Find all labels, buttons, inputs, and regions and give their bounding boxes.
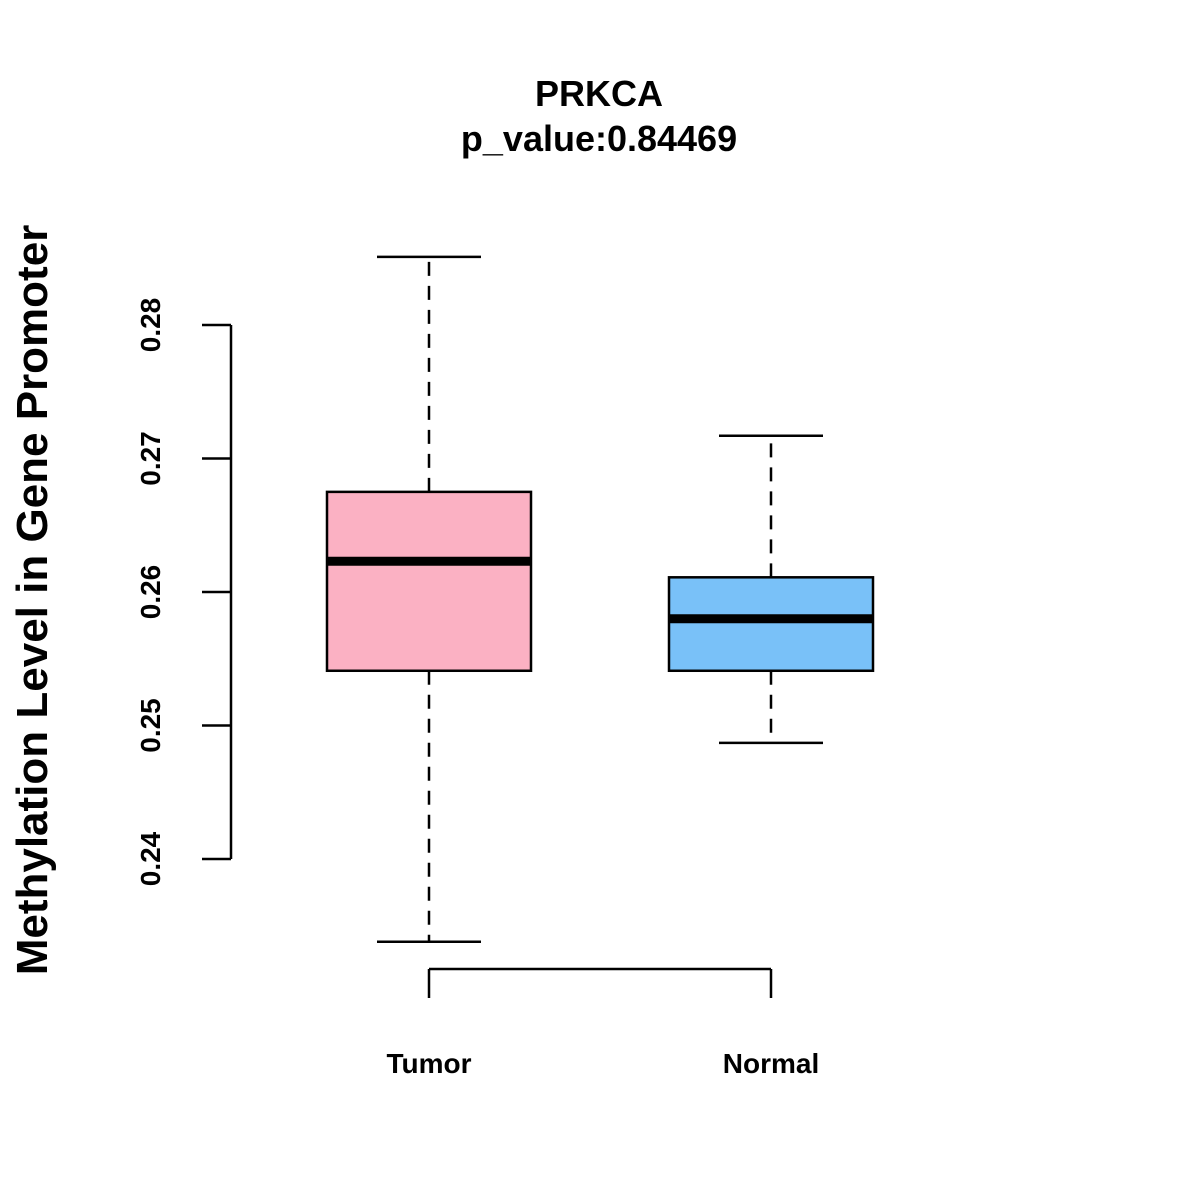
box-tumor [325, 255, 533, 944]
iqr-box [325, 490, 533, 673]
x-axis: Tumor Normal [386, 967, 819, 1079]
chart-subtitle: p_value:0.84469 [461, 118, 737, 159]
y-tick-label: 0.28 [135, 298, 166, 353]
y-tick-label: 0.24 [135, 831, 166, 886]
y-axis-label: Methylation Level in Gene Promoter [8, 225, 57, 976]
y-axis: 0.24 0.25 0.26 0.27 0.28 [135, 298, 233, 886]
y-tick-label: 0.26 [135, 565, 166, 620]
y-tick-label: 0.27 [135, 431, 166, 486]
x-tick-label: Tumor [386, 1048, 471, 1079]
iqr-box [667, 576, 875, 673]
chart-title: PRKCA [535, 73, 663, 114]
x-tick-label: Normal [723, 1048, 819, 1079]
y-tick-label: 0.25 [135, 698, 166, 753]
boxes [325, 255, 875, 944]
box-normal [667, 434, 875, 745]
